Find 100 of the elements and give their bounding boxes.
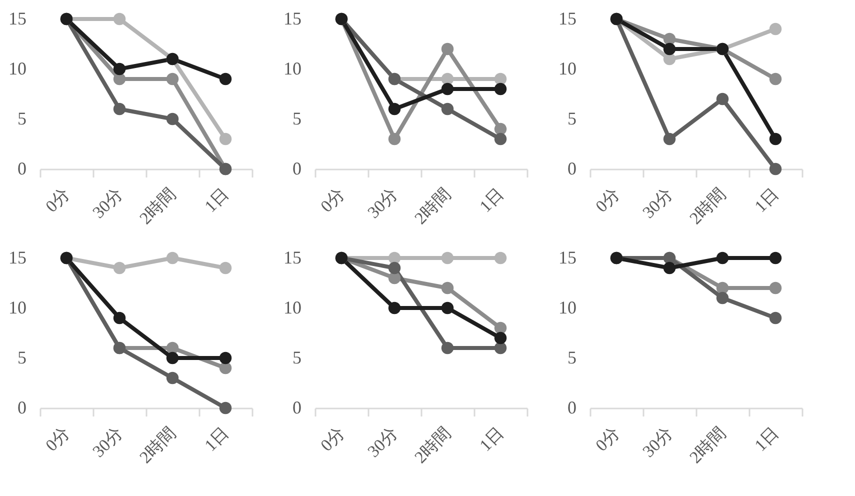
point	[494, 82, 507, 96]
y-tick-label: 15	[558, 8, 576, 28]
point	[219, 72, 232, 86]
point	[113, 102, 126, 116]
point	[388, 132, 401, 146]
point	[166, 112, 179, 126]
x-tick-label: 30分	[638, 423, 676, 461]
point	[113, 72, 126, 86]
point	[113, 262, 126, 274]
x-tick-label: 1日	[750, 423, 782, 455]
point	[663, 32, 676, 46]
point	[494, 342, 507, 354]
point	[441, 302, 454, 314]
point	[113, 12, 126, 26]
point	[663, 52, 676, 66]
point	[388, 102, 401, 116]
x-tick-label: 1日	[750, 184, 782, 216]
y-tick-label: 5	[292, 348, 302, 368]
point	[166, 372, 179, 384]
x-tick-label: 1日	[476, 184, 508, 216]
y-tick-label: 0	[18, 158, 26, 178]
point	[663, 42, 676, 56]
point	[388, 302, 401, 314]
x-tick-label: 1日	[200, 423, 232, 455]
point	[494, 72, 507, 86]
y-tick-label: 0	[568, 398, 576, 418]
point	[441, 42, 454, 56]
point	[769, 72, 782, 86]
point	[494, 252, 507, 264]
y-tick-label: 0	[292, 158, 302, 178]
x-tick-label: 2時間	[136, 423, 180, 467]
y-tick-label: 5	[568, 108, 576, 128]
x-tick-label: 2時間	[410, 423, 454, 467]
y-tick-label: 15	[8, 8, 26, 28]
point	[494, 132, 507, 146]
y-tick-label: 5	[568, 348, 576, 368]
y-tick-label: 10	[8, 58, 26, 78]
x-tick-label: 2時間	[686, 423, 730, 467]
x-tick-label: 0分	[42, 184, 74, 216]
point	[769, 22, 782, 36]
point	[769, 252, 782, 264]
point	[219, 132, 232, 146]
point	[219, 362, 232, 374]
y-tick-label: 10	[558, 58, 576, 78]
point	[716, 92, 729, 106]
y-tick-label: 15	[558, 248, 576, 268]
point	[113, 62, 126, 76]
y-tick-label: 0	[568, 158, 576, 178]
x-tick-label: 1日	[476, 423, 508, 455]
x-tick-label: 30分	[88, 423, 126, 461]
point	[441, 102, 454, 116]
point	[716, 292, 729, 304]
point	[441, 282, 454, 294]
y-tick-label: 10	[558, 298, 576, 318]
point	[441, 252, 454, 264]
point	[663, 262, 676, 274]
x-tick-label: 0分	[316, 184, 348, 216]
x-tick-label: 30分	[638, 184, 676, 222]
point	[388, 252, 401, 264]
x-tick-label: 0分	[316, 423, 348, 455]
point	[166, 352, 179, 364]
point	[219, 352, 232, 364]
point	[494, 322, 507, 334]
x-tick-label: 2時間	[686, 184, 730, 228]
y-tick-label: 10	[8, 298, 26, 318]
x-tick-label: 30分	[364, 184, 402, 222]
point	[219, 262, 232, 274]
y-tick-label: 5	[292, 108, 302, 128]
point	[716, 252, 729, 264]
x-tick-label: 30分	[364, 423, 402, 461]
y-tick-label: 15	[284, 8, 302, 28]
x-tick-label: 1日	[200, 184, 232, 216]
y-tick-label: 15	[284, 248, 302, 268]
x-tick-label: 2時間	[410, 184, 454, 228]
y-tick-label: 10	[284, 298, 302, 318]
point	[441, 342, 454, 354]
point	[166, 72, 179, 86]
x-tick-label: 0分	[592, 184, 624, 216]
x-tick-label: 30分	[88, 184, 126, 222]
point	[663, 132, 676, 146]
point	[166, 342, 179, 354]
y-tick-label: 5	[18, 108, 26, 128]
y-tick-label: 10	[284, 58, 302, 78]
point	[388, 272, 401, 284]
point	[388, 262, 401, 274]
point	[219, 402, 232, 414]
y-tick-label: 0	[18, 398, 26, 418]
point	[769, 162, 782, 176]
point	[494, 332, 507, 344]
x-tick-label: 0分	[592, 423, 624, 455]
point	[769, 132, 782, 146]
point	[441, 82, 454, 96]
point	[769, 312, 782, 324]
point	[494, 122, 507, 136]
point	[769, 282, 782, 294]
point	[113, 312, 126, 324]
point	[441, 72, 454, 86]
point	[716, 282, 729, 294]
y-tick-label: 0	[292, 398, 302, 418]
x-tick-label: 2時間	[136, 184, 180, 228]
